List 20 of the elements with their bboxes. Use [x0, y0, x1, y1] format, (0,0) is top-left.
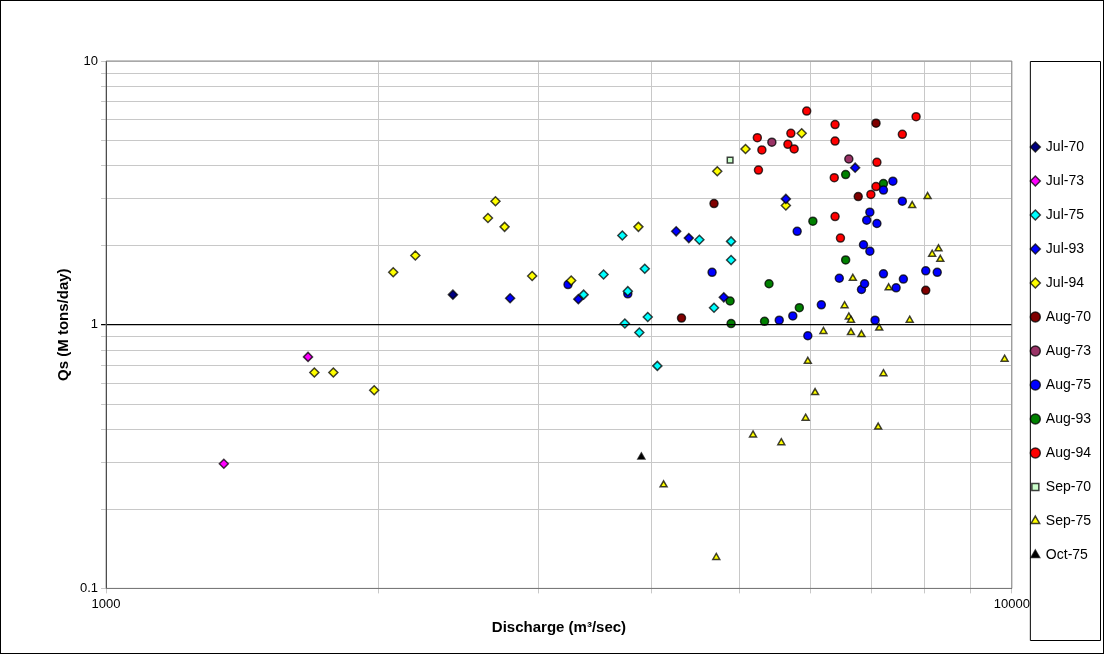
legend-label: Aug-70	[1045, 307, 1092, 324]
legend-label: Jul-73	[1045, 171, 1085, 188]
legend-label: Oct-75	[1045, 545, 1089, 562]
y-tick-label: 10	[83, 52, 99, 68]
legend-label: Aug-73	[1045, 341, 1092, 358]
y-tick-label: 1	[90, 316, 99, 332]
x-tick-label: 1000	[91, 595, 121, 611]
legend-label: Jul-70	[1045, 137, 1085, 154]
legend-label: Aug-94	[1045, 443, 1092, 460]
y-tick-label: 0.1	[79, 579, 99, 595]
legend-label: Aug-93	[1045, 409, 1092, 426]
y-axis-title: Qs (M tons/day)	[54, 268, 72, 381]
legend-label: Sep-70	[1045, 477, 1092, 494]
x-tick-label: 10000	[993, 595, 1030, 611]
legend-label: Aug-75	[1045, 375, 1092, 392]
legend-label: Jul-93	[1045, 239, 1085, 256]
legend-label: Sep-75	[1045, 511, 1092, 528]
legend-label: Jul-94	[1045, 273, 1085, 290]
x-axis-title: Discharge (m³/sec)	[491, 618, 627, 636]
legend-label: Jul-75	[1045, 205, 1085, 222]
